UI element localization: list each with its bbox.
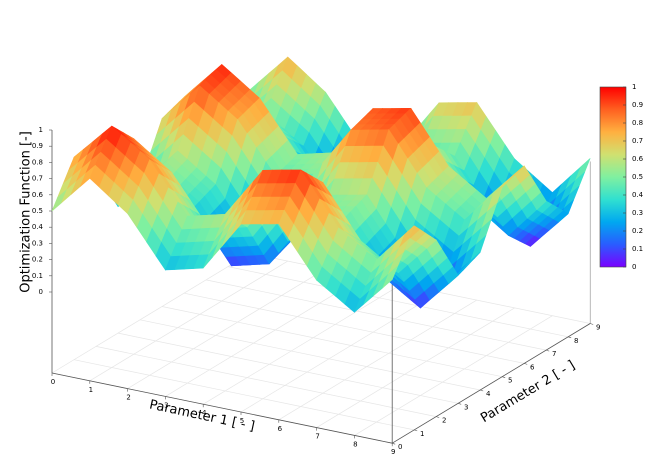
x-tick-label: 7 <box>315 433 319 441</box>
x-axis-line <box>51 372 393 444</box>
x-tick-label: 8 <box>353 440 357 448</box>
surface <box>51 56 591 313</box>
colorbar-tick-label: 0.1 <box>632 245 643 253</box>
colorbar-tick-label: 0.2 <box>632 227 643 235</box>
y-tick <box>414 429 418 432</box>
x-tick-label: 9 <box>391 448 395 456</box>
grid-line <box>205 279 547 351</box>
y-axis-title: Parameter 2 [ - ] <box>478 358 578 426</box>
grid-line <box>117 332 459 404</box>
colorbar-tick-label: 0.3 <box>632 209 643 217</box>
z-tick-label: 1 <box>39 126 43 134</box>
y-tick <box>524 363 528 365</box>
y-axis-line <box>391 323 591 444</box>
surface-patch <box>382 265 398 289</box>
grid-line <box>73 359 415 431</box>
y-tick-label: 0 <box>398 443 402 451</box>
colorbar-tick-label: 0.8 <box>632 119 643 127</box>
colorbar-tick-label: 1 <box>632 83 636 91</box>
grid-line <box>354 315 553 436</box>
z-tick-label: 0.5 <box>32 207 43 215</box>
colorbar-tick-label: 0.7 <box>632 137 643 145</box>
colorbar-tick-label: 0.4 <box>632 191 644 199</box>
y-tick-label: 2 <box>442 417 446 425</box>
y-tick-label: 4 <box>486 390 491 398</box>
z-axis-title: Optimization Function [-] <box>19 131 34 293</box>
grid-line <box>161 306 503 378</box>
grid-line <box>227 266 569 338</box>
z-tick-label: 0.7 <box>32 175 43 183</box>
x-tick-label: 0 <box>51 378 55 386</box>
y-tick <box>502 376 506 378</box>
y-tick-label: 5 <box>508 377 512 385</box>
grid-line <box>240 292 440 413</box>
grid-line <box>165 276 364 397</box>
y-tick <box>392 442 396 445</box>
z-tick-label: 0 <box>39 288 43 296</box>
y-tick <box>568 336 572 339</box>
y-tick-label: 8 <box>574 337 578 345</box>
y-tick <box>590 323 594 325</box>
colorbar-tick-label: 0.6 <box>632 155 644 163</box>
grid-line <box>95 346 437 417</box>
grid-line <box>278 299 477 421</box>
grid-line <box>183 292 525 364</box>
y-tick-label: 1 <box>420 430 424 438</box>
y-tick-label: 9 <box>596 324 600 332</box>
x-tick-label: 2 <box>126 394 130 402</box>
z-tick-label: 0.2 <box>32 256 43 264</box>
x-tick-label: 1 <box>89 386 93 394</box>
y-tick-label: 7 <box>552 350 556 358</box>
x-tick-label: 6 <box>278 425 283 433</box>
grid-line <box>51 253 251 374</box>
y-tick-label: 6 <box>530 363 535 371</box>
y-tick-label: 3 <box>464 403 468 411</box>
grid-line <box>139 319 481 391</box>
z-tick-label: 0.8 <box>32 158 43 166</box>
grid-line <box>203 284 402 405</box>
colorbar-tick-label: 0 <box>632 263 636 271</box>
z-tick-label: 0.3 <box>32 239 43 247</box>
y-tick <box>480 389 484 392</box>
y-tick <box>546 349 550 352</box>
grid-line <box>316 307 515 428</box>
y-tick <box>458 403 462 405</box>
grid-line <box>127 268 326 389</box>
colorbar <box>599 86 627 268</box>
grid-line <box>89 260 288 382</box>
z-tick-label: 0.9 <box>32 142 43 150</box>
colorbar-tick-label: 0.9 <box>632 101 643 109</box>
z-tick-label: 0.6 <box>32 191 44 199</box>
x-tick-label: 3 <box>164 401 168 409</box>
y-tick <box>436 416 440 418</box>
z-tick-label: 0.1 <box>32 272 43 280</box>
x-tick-label: 5 <box>240 417 244 425</box>
z-tick-label: 0.4 <box>32 223 44 231</box>
x-tick-label: 4 <box>202 409 207 417</box>
colorbar-tick-label: 0.5 <box>632 173 643 181</box>
